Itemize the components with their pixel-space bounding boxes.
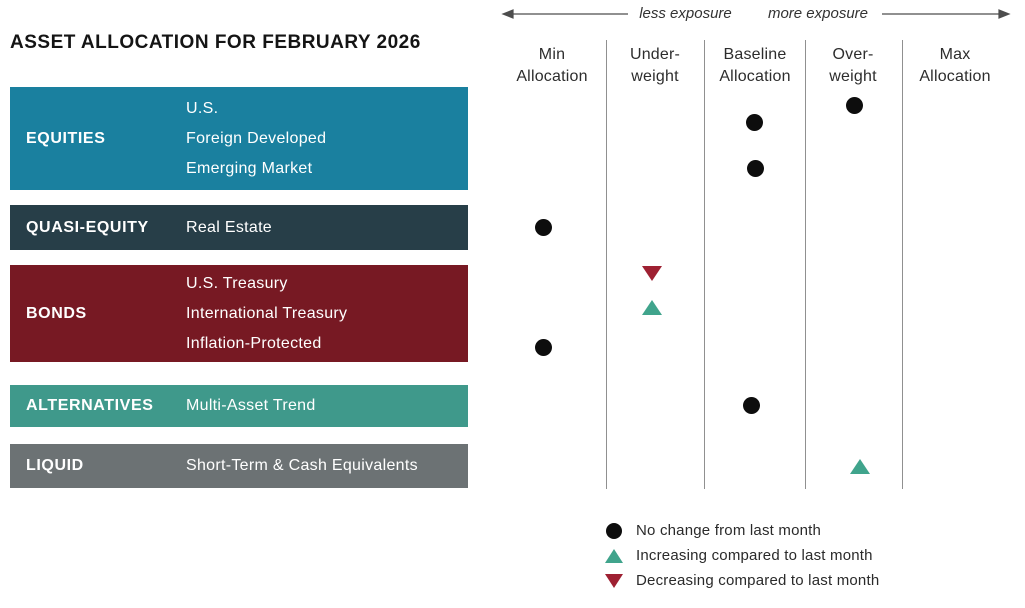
item-label: U.S. Treasury xyxy=(186,274,288,292)
marker-us-treasury-underweight-decreasing-icon xyxy=(642,266,662,281)
category-label-quasi-equity: QUASI-EQUITY xyxy=(26,218,149,236)
legend: No change from last month Increasing com… xyxy=(604,518,879,593)
column-separator xyxy=(704,40,705,489)
marker-international-treasury-underweight-increasing-icon xyxy=(642,300,662,315)
item-label: Foreign Developed xyxy=(186,129,327,147)
column-separator xyxy=(606,40,607,489)
category-label-liquid: LIQUID xyxy=(26,457,84,474)
legend-label: Increasing compared to last month xyxy=(636,547,873,564)
marker-us-equities-overweight-dot xyxy=(846,97,863,114)
column-header-underweight: Under- weight xyxy=(629,46,681,85)
category-label-bonds: BONDS xyxy=(26,304,87,322)
column-header-overweight: Over- weight xyxy=(829,46,877,85)
marker-emerging-market-baseline-dot xyxy=(747,160,764,177)
item-label: Short-Term & Cash Equivalents xyxy=(186,457,418,474)
column-header-min-allocation: Min Allocation xyxy=(516,46,588,85)
legend-triangle-down-icon xyxy=(605,573,623,588)
legend-label: No change from last month xyxy=(636,522,822,539)
column-header-baseline-allocation: Baseline Allocation xyxy=(719,46,791,85)
category-items-quasi-equity: Real Estate xyxy=(186,213,272,243)
exposure-axis-arrows-icon xyxy=(501,9,1011,19)
less-exposure-label: less exposure xyxy=(639,5,732,22)
item-label: International Treasury xyxy=(186,304,348,322)
column-separator xyxy=(902,40,903,489)
item-label: Multi-Asset Trend xyxy=(186,397,316,414)
marker-real-estate-min-dot xyxy=(535,219,552,236)
column-separator xyxy=(805,40,806,489)
category-bar-bonds: BONDS U.S. Treasury International Treasu… xyxy=(10,265,468,362)
page-title: ASSET ALLOCATION FOR FEBRUARY 2026 xyxy=(10,32,421,53)
column-header-max-allocation: Max Allocation xyxy=(919,46,991,85)
item-label: Inflation-Protected xyxy=(186,334,322,352)
legend-item-no-change: No change from last month xyxy=(604,518,879,543)
category-items-equities: U.S. Foreign Developed Emerging Market xyxy=(186,94,326,184)
category-bar-alternatives: ALTERNATIVES Multi-Asset Trend xyxy=(10,385,468,427)
more-exposure-label: more exposure xyxy=(767,5,869,22)
legend-label: Decreasing compared to last month xyxy=(636,572,880,589)
legend-triangle-up-icon xyxy=(605,548,623,563)
category-bar-liquid: LIQUID Short-Term & Cash Equivalents xyxy=(10,444,468,488)
category-items-bonds: U.S. Treasury International Treasury Inf… xyxy=(186,269,347,359)
category-bar-equities: EQUITIES U.S. Foreign Developed Emerging… xyxy=(10,87,468,190)
marker-inflation-protected-min-dot xyxy=(535,339,552,356)
category-bar-quasi-equity: QUASI-EQUITY Real Estate xyxy=(10,205,468,250)
item-label: Emerging Market xyxy=(186,159,313,177)
category-items-alternatives: Multi-Asset Trend xyxy=(186,391,316,421)
legend-item-increasing: Increasing compared to last month xyxy=(604,543,879,568)
marker-multi-asset-trend-baseline-dot xyxy=(743,397,760,414)
category-items-liquid: Short-Term & Cash Equivalents xyxy=(186,451,418,481)
legend-item-decreasing: Decreasing compared to last month xyxy=(604,568,879,593)
marker-short-term-cash-overweight-increasing-icon xyxy=(850,459,870,474)
marker-foreign-developed-baseline-dot xyxy=(746,114,763,131)
category-label-alternatives: ALTERNATIVES xyxy=(26,397,154,414)
item-label: U.S. xyxy=(186,99,219,117)
legend-dot-icon xyxy=(606,522,622,539)
item-label: Real Estate xyxy=(186,218,273,236)
category-label-equities: EQUITIES xyxy=(26,129,106,147)
